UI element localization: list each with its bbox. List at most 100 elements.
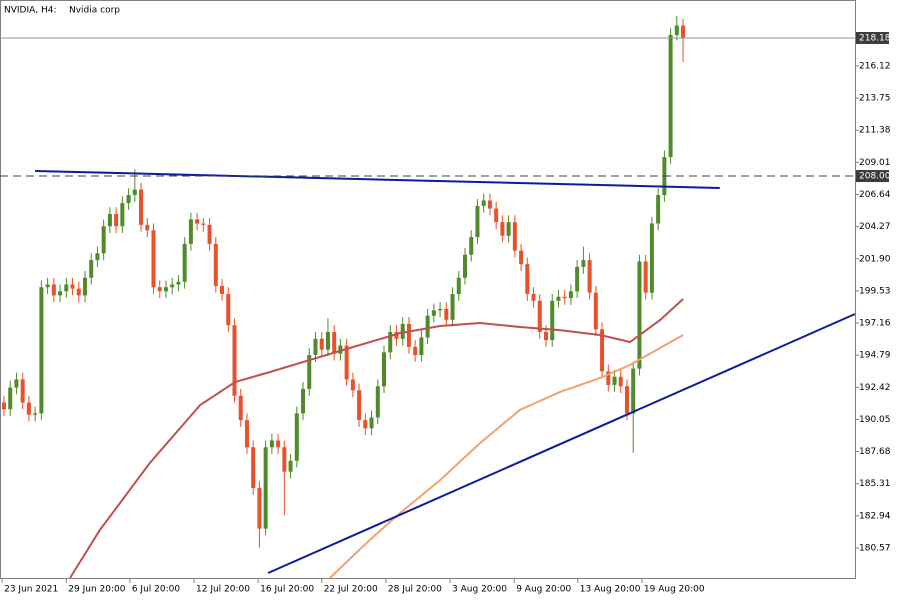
candle-body (375, 386, 380, 418)
candle-body (95, 253, 100, 261)
y-tick-label: 180.57 (859, 544, 891, 554)
candle-body (543, 331, 548, 341)
x-tick-label: 9 Aug 20:00 (516, 585, 571, 595)
candle-body (463, 254, 468, 278)
candle-body (33, 413, 38, 415)
candle-body (39, 287, 44, 414)
y-tick-label: 187.68 (859, 447, 891, 457)
candle-body (201, 223, 206, 225)
y-tick-label: 185.31 (859, 479, 891, 489)
x-tick-label: 13 Aug 20:00 (580, 585, 641, 595)
y-tick-label: 182.94 (859, 511, 891, 521)
x-tick-label: 23 Jun 2021 (4, 585, 58, 595)
candle-body (606, 371, 611, 385)
candle-body (220, 285, 225, 295)
candle-body (444, 308, 449, 320)
candle-body (419, 337, 424, 356)
candle-body (350, 379, 355, 391)
candle-body (163, 287, 168, 292)
candle-body (656, 195, 661, 224)
y-tick-label: 213.75 (859, 94, 891, 104)
overlay-line (267, 313, 856, 574)
candle-body (631, 368, 636, 414)
candle-body (176, 281, 181, 285)
y-tick-label: 206.64 (859, 190, 891, 200)
candle-body (20, 379, 25, 403)
candle-body (101, 226, 106, 254)
x-tick-label: 29 Jun 20:00 (68, 585, 125, 595)
candle-body (325, 331, 330, 350)
overlay-line (69, 298, 684, 579)
candle-body (550, 300, 555, 341)
candle-body (456, 277, 461, 295)
price-label-box (856, 170, 889, 183)
x-tick-label: 3 Aug 20:00 (452, 585, 507, 595)
y-tick-label: 194.79 (859, 351, 891, 361)
candle-body (213, 243, 218, 286)
x-tick-label: 12 Jul 20:00 (196, 585, 250, 595)
y-tick-label: 204.27 (859, 222, 891, 232)
candle-body (269, 440, 274, 448)
x-tick-label: 6 Jul 20:00 (132, 585, 181, 595)
candle-body (674, 25, 679, 35)
candle-body (64, 284, 69, 292)
candle-body (294, 413, 299, 461)
y-tick-label: 216.12 (859, 61, 891, 71)
candle-body (668, 34, 673, 158)
candle-body (238, 395, 243, 421)
candle-body (276, 440, 281, 448)
candle-body (487, 200, 492, 209)
candle-body (207, 224, 212, 244)
candle-body (257, 487, 262, 529)
y-tick-label: 199.53 (859, 286, 891, 296)
candle-body (469, 237, 474, 255)
x-tick-label: 28 Jul 20:00 (388, 585, 442, 595)
candle-body (382, 352, 387, 387)
candle-body (506, 222, 511, 236)
plot-frame (0, 0, 856, 579)
candle-body (251, 447, 256, 488)
x-tick-label: 19 Aug 20:00 (644, 585, 705, 595)
candle-body (363, 420, 368, 429)
candle-body (388, 331, 393, 353)
candle-body (600, 329, 605, 372)
candle-body (357, 390, 362, 421)
candle-body (332, 331, 337, 354)
candle-body (120, 203, 125, 227)
candle-body (195, 219, 200, 224)
candle-body (519, 250, 524, 265)
candle-body (500, 222, 505, 236)
overlay-line (329, 334, 684, 579)
candle-body (226, 294, 231, 326)
candle-body (643, 261, 648, 293)
candle-body (301, 388, 306, 414)
candle-body (170, 284, 175, 288)
candle-body (581, 260, 586, 267)
candle-body (400, 323, 405, 339)
candle-body (313, 338, 318, 356)
candle-body (288, 460, 293, 472)
candle-body (562, 296, 567, 299)
x-tick-label: 16 Jul 20:00 (260, 585, 314, 595)
candle-body (70, 284, 75, 289)
y-tick-label: 192.42 (859, 383, 891, 393)
candle-body (319, 338, 324, 350)
y-tick-label: 197.16 (859, 319, 891, 329)
candle-body (531, 294, 536, 301)
candle-body (438, 308, 443, 311)
candle-body (76, 288, 81, 296)
chart-title: NVIDIA, H4: (4, 6, 57, 16)
candle-body (450, 294, 455, 320)
candle-body (282, 447, 287, 472)
candle-body (51, 284, 56, 296)
candle-body (58, 291, 63, 296)
candle-body (431, 310, 436, 316)
candle-body (182, 243, 187, 282)
candle-body (151, 230, 156, 288)
candle-body (637, 261, 642, 369)
candle-body (525, 264, 530, 295)
y-tick-label: 190.05 (859, 415, 891, 425)
x-tick-label: 22 Jul 20:00 (324, 585, 378, 595)
candle-body (587, 260, 592, 293)
